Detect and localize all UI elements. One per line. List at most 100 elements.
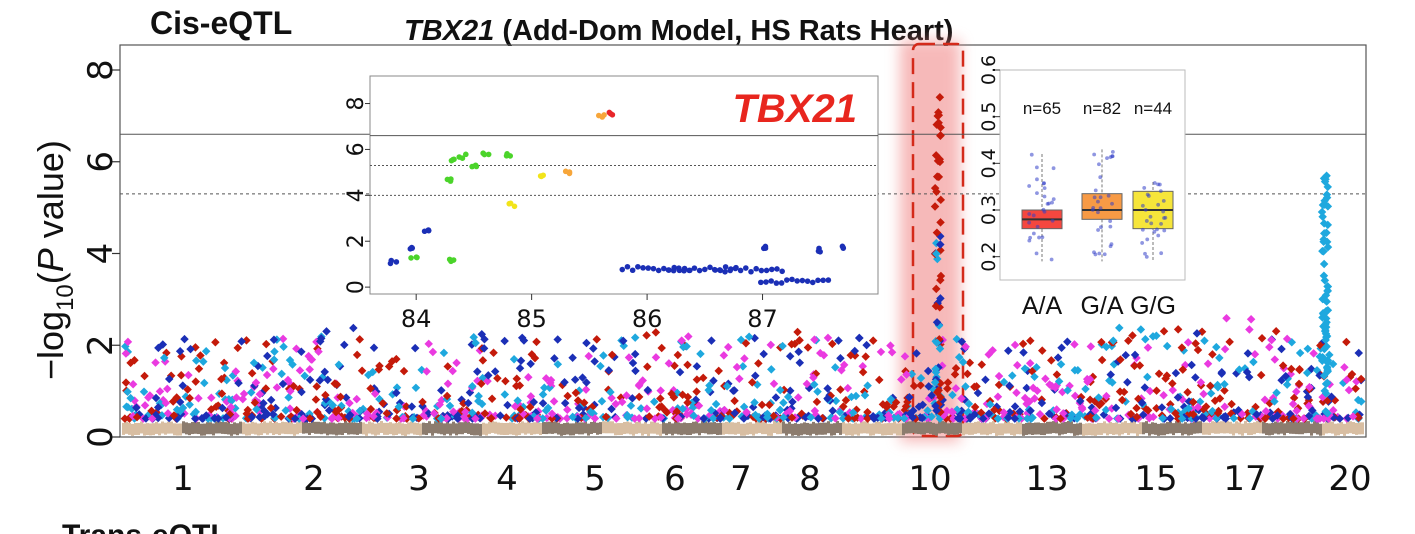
manhattan-point	[1287, 364, 1296, 374]
baseline-mark	[293, 423, 296, 436]
manhattan-point	[1086, 412, 1095, 422]
manhattan-point	[1077, 403, 1087, 412]
baseline-mark	[578, 422, 581, 435]
manhattan-point	[563, 405, 572, 415]
regional-y-tick-label: 4	[344, 188, 369, 202]
baseline-mark	[407, 422, 410, 435]
baseline-mark	[215, 421, 218, 434]
baseline-mark	[953, 422, 956, 435]
manhattan-point	[483, 376, 492, 386]
baseline-mark	[848, 423, 851, 436]
baseline-mark	[140, 421, 143, 434]
baseline-mark	[923, 422, 926, 435]
manhattan-point	[1145, 414, 1154, 423]
manhattan-point	[305, 365, 314, 374]
manhattan-point	[496, 411, 505, 420]
manhattan-point	[767, 365, 776, 374]
box-point	[1097, 162, 1101, 167]
manhattan-point	[650, 397, 659, 406]
baseline-mark	[515, 423, 518, 436]
manhattan-point	[730, 386, 739, 395]
manhattan-point	[473, 367, 482, 376]
regional-point	[451, 156, 457, 163]
chart-title-rest: (Add-Dom Model, HS Rats Heart)	[494, 15, 953, 47]
baseline-mark	[152, 423, 155, 436]
manhattan-point	[705, 381, 714, 390]
baseline-mark	[1295, 422, 1298, 435]
baseline-mark	[434, 421, 437, 434]
box-point	[1156, 182, 1160, 187]
manhattan-point	[669, 393, 679, 402]
manhattan-point	[1141, 335, 1150, 344]
manhattan-point	[862, 340, 871, 350]
baseline-mark	[782, 421, 785, 434]
box-point	[1096, 199, 1100, 204]
manhattan-point	[300, 371, 309, 381]
baseline-mark	[203, 423, 206, 436]
manhattan-point	[222, 375, 231, 385]
baseline-mark	[794, 423, 797, 436]
manhattan-point	[1319, 259, 1329, 269]
baseline-mark	[944, 421, 947, 434]
regional-x-tick-label: 86	[632, 305, 663, 333]
baseline-mark	[1040, 423, 1043, 436]
manhattan-point	[1044, 409, 1054, 418]
manhattan-point	[526, 359, 535, 369]
baseline-mark	[164, 422, 167, 435]
manhattan-point	[1097, 355, 1107, 365]
baseline-mark	[473, 423, 476, 436]
box-point	[1034, 251, 1039, 256]
y-axis-label: −log10(P value)	[30, 140, 79, 380]
regional-point	[758, 279, 764, 286]
section-title: Cis-eQTL	[150, 5, 292, 41]
manhattan-point	[1143, 372, 1152, 382]
regional-point	[448, 176, 454, 182]
manhattan-point	[191, 377, 200, 386]
baseline-mark	[1166, 422, 1169, 435]
baseline-mark	[614, 423, 617, 436]
baseline-mark	[1094, 423, 1097, 436]
manhattan-point	[1097, 337, 1106, 347]
manhattan-point	[1272, 388, 1281, 398]
manhattan-point	[1199, 389, 1208, 399]
baseline-mark	[1187, 423, 1190, 436]
box-point	[1050, 218, 1055, 223]
main-y-axis: 0 2 4 6 8	[81, 59, 121, 448]
manhattan-point	[217, 389, 227, 398]
manhattan-point	[1119, 387, 1129, 397]
regional-y-tick-label: 2	[344, 234, 369, 248]
baseline-mark	[725, 421, 728, 434]
manhattan-point	[1256, 370, 1266, 380]
baseline-mark	[206, 422, 209, 435]
baseline-mark	[299, 421, 302, 434]
manhattan-point	[541, 374, 551, 383]
manhattan-point	[655, 402, 664, 412]
manhattan-point	[1305, 382, 1314, 392]
manhattan-point	[243, 405, 253, 415]
manhattan-point	[153, 403, 163, 412]
manhattan-point	[1322, 342, 1331, 351]
box-point	[1042, 194, 1047, 199]
manhattan-point	[1220, 379, 1229, 389]
baseline-mark	[500, 422, 503, 435]
manhattan-point	[164, 374, 174, 384]
manhattan-point	[642, 404, 652, 413]
manhattan-point	[785, 406, 795, 416]
regional-point	[696, 267, 703, 274]
manhattan-point	[1148, 332, 1158, 341]
manhattan-point	[313, 408, 322, 417]
manhattan-point	[1143, 406, 1153, 415]
manhattan-point	[487, 414, 496, 423]
baseline-mark	[713, 422, 716, 435]
baseline-mark	[791, 423, 794, 436]
manhattan-point	[706, 405, 716, 415]
regional-x-tick-label: 87	[747, 305, 778, 333]
manhattan-point	[207, 393, 216, 402]
baseline-mark	[503, 423, 506, 436]
box-point	[1035, 191, 1039, 196]
manhattan-point	[1094, 393, 1103, 402]
regional-point	[711, 266, 718, 273]
manhattan-point	[751, 410, 760, 420]
manhattan-point	[250, 398, 260, 407]
manhattan-point	[1128, 331, 1137, 340]
